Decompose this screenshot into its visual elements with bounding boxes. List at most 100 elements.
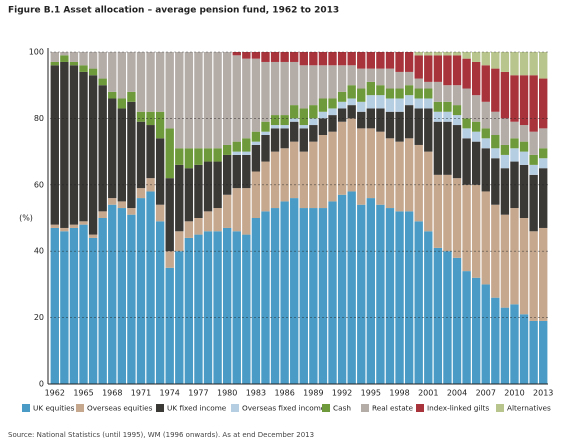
legend-swatch bbox=[22, 404, 30, 412]
bar-segment bbox=[117, 98, 127, 109]
bar-segment bbox=[299, 52, 308, 66]
bar-segment bbox=[404, 211, 414, 384]
bar-segment bbox=[376, 131, 385, 205]
bar-segment bbox=[50, 224, 59, 228]
bar-segment bbox=[88, 75, 98, 235]
bar-segment bbox=[213, 231, 222, 384]
bar-segment bbox=[424, 108, 433, 152]
bar-segment bbox=[347, 98, 356, 106]
bar-segment bbox=[481, 148, 490, 192]
bar-segment bbox=[280, 52, 289, 62]
bar-segment bbox=[337, 121, 347, 195]
bar-segment bbox=[184, 221, 194, 238]
bar-segment bbox=[366, 128, 376, 199]
bar-segment bbox=[60, 61, 69, 228]
bar-segment bbox=[69, 227, 79, 384]
bar-segment bbox=[328, 108, 337, 116]
source-note: Source: National Statistics (until 1995)… bbox=[8, 431, 314, 439]
bar-segment bbox=[146, 52, 155, 112]
bar-segment bbox=[251, 52, 261, 59]
bar-segment bbox=[108, 98, 117, 199]
bar-segment bbox=[471, 121, 481, 132]
bar-segment bbox=[539, 158, 548, 169]
bar-segment bbox=[519, 75, 529, 126]
bar-segment bbox=[136, 198, 146, 384]
bar-segment bbox=[443, 85, 452, 102]
bar-segment bbox=[328, 201, 337, 384]
bar-segment bbox=[385, 98, 395, 112]
bar-segment bbox=[529, 174, 538, 232]
bar-segment bbox=[299, 128, 308, 152]
bar-segment bbox=[337, 91, 347, 102]
bar-segment bbox=[471, 61, 481, 96]
bar-segment bbox=[357, 204, 366, 384]
bar-segment bbox=[50, 227, 59, 384]
bar-segment bbox=[280, 125, 289, 129]
bar-segment bbox=[404, 105, 414, 139]
bar-segment bbox=[510, 138, 519, 149]
bar-segment bbox=[222, 154, 232, 195]
bar-segment bbox=[519, 52, 529, 76]
bar-segment bbox=[481, 191, 490, 285]
bar-segment bbox=[519, 151, 529, 165]
x-tick-label: 2010 bbox=[504, 389, 524, 398]
bar-segment bbox=[79, 71, 88, 222]
bar-segment bbox=[155, 52, 165, 112]
bar-segment bbox=[510, 52, 519, 76]
legend-swatch bbox=[322, 404, 330, 412]
bar-segment bbox=[280, 128, 289, 149]
bar-segment bbox=[127, 208, 136, 215]
x-tick-label: 1998 bbox=[389, 389, 409, 398]
bar-segment bbox=[299, 65, 308, 109]
bar-segment bbox=[299, 151, 308, 209]
bar-segment bbox=[175, 164, 184, 232]
bar-segment bbox=[366, 52, 376, 69]
bar-segment bbox=[270, 151, 280, 209]
bar-segment bbox=[88, 237, 98, 384]
bar-segment bbox=[98, 85, 107, 212]
bar-segment bbox=[232, 154, 241, 189]
bar-segment bbox=[69, 61, 79, 66]
bar-segment bbox=[60, 227, 69, 232]
bar-segment bbox=[414, 52, 423, 56]
bar-segment bbox=[270, 128, 280, 152]
bar-segment bbox=[117, 108, 127, 202]
bar-segment bbox=[519, 125, 529, 142]
bar-segment bbox=[222, 194, 232, 228]
y-tick-label: 0 bbox=[39, 380, 44, 389]
bar-segment bbox=[108, 204, 117, 384]
bar-segment bbox=[328, 65, 337, 99]
bar-segment bbox=[500, 71, 510, 119]
bar-segment bbox=[539, 78, 548, 129]
y-axis-label: (%) bbox=[19, 214, 33, 223]
bar-segment bbox=[337, 194, 347, 384]
bar-segment bbox=[50, 61, 59, 66]
bar-segment bbox=[395, 88, 404, 99]
legend-label: Index-linked gilts bbox=[427, 404, 489, 413]
legend-label: Overseas fixed income bbox=[242, 404, 326, 413]
bar-segment bbox=[395, 71, 404, 89]
bar-segment bbox=[433, 52, 443, 56]
bar-segment bbox=[347, 65, 356, 86]
bar-segment bbox=[290, 141, 299, 199]
legend-label: UK equities bbox=[33, 404, 75, 413]
bar-segment bbox=[280, 201, 289, 384]
bar-segment bbox=[404, 138, 414, 212]
bar-segment bbox=[194, 164, 203, 218]
bar-segment bbox=[424, 55, 433, 82]
x-tick-label: 1986 bbox=[274, 389, 294, 398]
bar-segment bbox=[155, 138, 165, 205]
bar-segment bbox=[404, 95, 414, 106]
bar-segment bbox=[60, 231, 69, 384]
bar-segment bbox=[194, 234, 203, 384]
bar-segment bbox=[481, 65, 490, 102]
bar-segment bbox=[462, 138, 471, 185]
x-tick-label: 1989 bbox=[303, 389, 323, 398]
legend-label: UK fixed income bbox=[167, 404, 227, 413]
bar-segment bbox=[79, 221, 88, 225]
bar-segment bbox=[146, 191, 155, 384]
bar-segment bbox=[261, 61, 270, 122]
bar-segment bbox=[385, 208, 395, 384]
bar-segment bbox=[481, 52, 490, 66]
